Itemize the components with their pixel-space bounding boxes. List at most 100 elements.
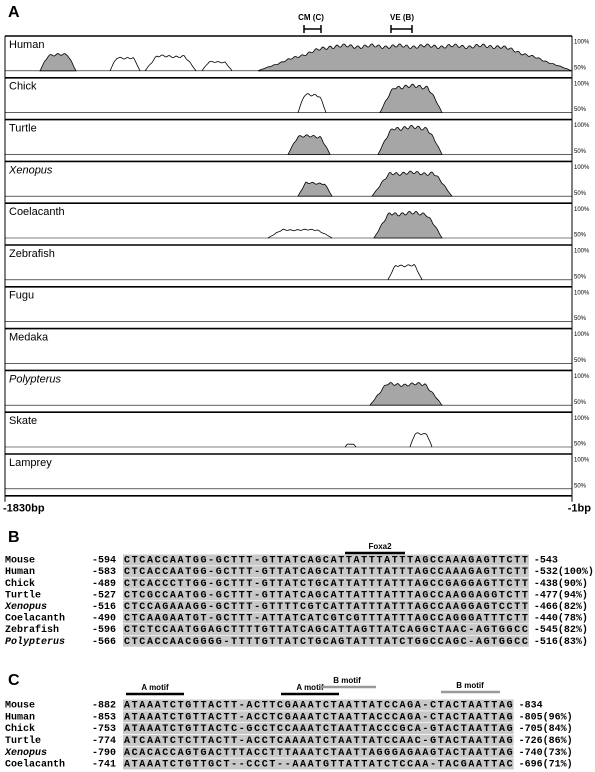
species-name: Coelacanth [5,613,65,625]
sequence-shading [123,734,514,746]
sequence-shading [123,554,529,566]
sequence-shading [123,635,529,647]
sequence: ATCAATCTCTTACTT-ACCTCAAAATCTAATTATCCAAC-… [124,736,513,747]
panel-label: A [8,4,20,21]
start-position: -596 [92,625,116,636]
species-name: Turtle [5,735,41,747]
motif-label: B motif [333,676,361,685]
region-marker [390,25,413,33]
scale-label: 100% [574,249,590,255]
sequence: CTCACCAACGGGG-TTTTGTTATCTGCAGTATTTATCTGG… [124,637,528,648]
track-name: Fugu [9,290,34,302]
sequence: ATAAATCTGTTGCT--CCCT--AAATGTTATTATCTCCAA… [124,760,513,771]
end-position: -740(73%) [519,747,573,759]
start-position: -774 [92,736,116,747]
scale-label: 50% [574,233,587,239]
conservation-curve [39,53,77,72]
motif-label: A motif [141,683,169,692]
species-name: Coelacanth [5,759,65,771]
scale-label: 100% [574,207,590,213]
scale-label: 100% [574,458,590,464]
sequence-shading [123,699,514,711]
conservation-curve [109,56,141,71]
sequence-shading [123,589,529,601]
species-name: Zebrafish [5,624,59,636]
sequence: ATAAATCTGTTACTT-ACCTCGAAATCTAATTACCCAGA-… [124,712,513,723]
track-name: Turtle [9,123,37,135]
start-position: -490 [92,614,116,625]
track-name: Chick [9,81,37,93]
species-name: Xenopus [4,602,47,613]
track-name: Coelacanth [9,206,65,218]
sequence: CTCACCCTTGG-GCTTT-GTTATCTGCATTATTTATTTAG… [124,579,528,590]
sequence: CTCTCCAATGGAGCTTTTGTTATCAGCATTAGTTATCAGG… [124,625,528,636]
axis-label: -1bp [568,503,592,515]
end-position: -516(83%) [534,636,588,648]
scale-label: 100% [574,40,590,46]
sequence-shading [123,758,514,770]
sequence-shading [123,566,529,578]
conservation-curve [369,382,443,406]
region-marker-label: CM (C) [298,13,324,22]
start-position: -753 [92,724,116,735]
sequence: CTCAAGAATGT-GCTTT-ATTATCATCGTCGTTTATTTAG… [124,614,528,625]
species-name: Polypterus [5,636,65,648]
conservation-curve [297,181,333,197]
scale-label: 100% [574,81,590,87]
scale-label: 100% [574,123,590,129]
sequence-shading [123,600,529,612]
end-position: -438(90%) [534,578,588,590]
conservation-curve [297,93,327,113]
sequence-shading [123,711,514,723]
conservation-curve [201,60,233,72]
panel-label: C [8,672,20,689]
sequence: CTCGCCAATGG-GCTTT-GTTATCAGCATTATTTATTTAG… [124,590,528,601]
end-position: -532(100%) [534,566,594,578]
species-name: Human [5,712,35,723]
conservation-curve [387,263,423,280]
start-position: -853 [92,712,116,723]
end-position: -805(96%) [519,711,573,723]
species-name: Xenopus [4,748,47,759]
species-name: Human [5,567,35,578]
sequence-shading [123,577,529,589]
start-position: -489 [92,579,116,590]
conservation-curve [267,228,333,239]
end-position: -726(86%) [519,735,573,747]
conservation-curve [377,124,443,155]
start-position: -790 [92,748,116,759]
scale-label: 50% [574,274,587,280]
panel-label: B [8,529,20,546]
motif-label: A motif [296,683,324,692]
sequence-shading [123,746,514,758]
track-name: Human [9,39,44,51]
scale-label: 50% [574,483,587,489]
species-name: Chick [5,578,35,590]
scale-label: 50% [574,149,587,155]
scale-label: 50% [574,191,587,197]
conservation-curve [371,170,453,197]
start-position: -516 [92,602,116,613]
start-position: -594 [92,556,116,567]
sequence: ATAAATCTGTTACTT-ACTTCGAAATCTAATTATCCAGA-… [124,701,513,712]
track-name: Medaka [9,332,49,344]
sequence: CTCCAGAAAGG-GCTTT-GTTTTCGTCATTATTTATTTAG… [124,602,528,613]
scale-label: 100% [574,416,590,422]
start-position: -882 [92,701,116,712]
track-name: Zebrafish [9,248,55,260]
region-marker [303,25,322,33]
end-position: -466(82%) [534,601,588,613]
sequence-shading [123,723,514,735]
scale-label: 100% [574,374,590,380]
start-position: -527 [92,590,116,601]
species-name: Mouse [5,701,35,712]
start-position: -566 [92,637,116,648]
end-position: -440(78%) [534,613,588,625]
sequence: CTCACCAATGG-GCTTT-GTTATCAGCATTATTTATTTAG… [124,556,528,567]
end-position: -543 [534,556,558,567]
scale-label: 50% [574,358,587,364]
conservation-curve [257,43,573,72]
species-name: Mouse [5,556,35,567]
